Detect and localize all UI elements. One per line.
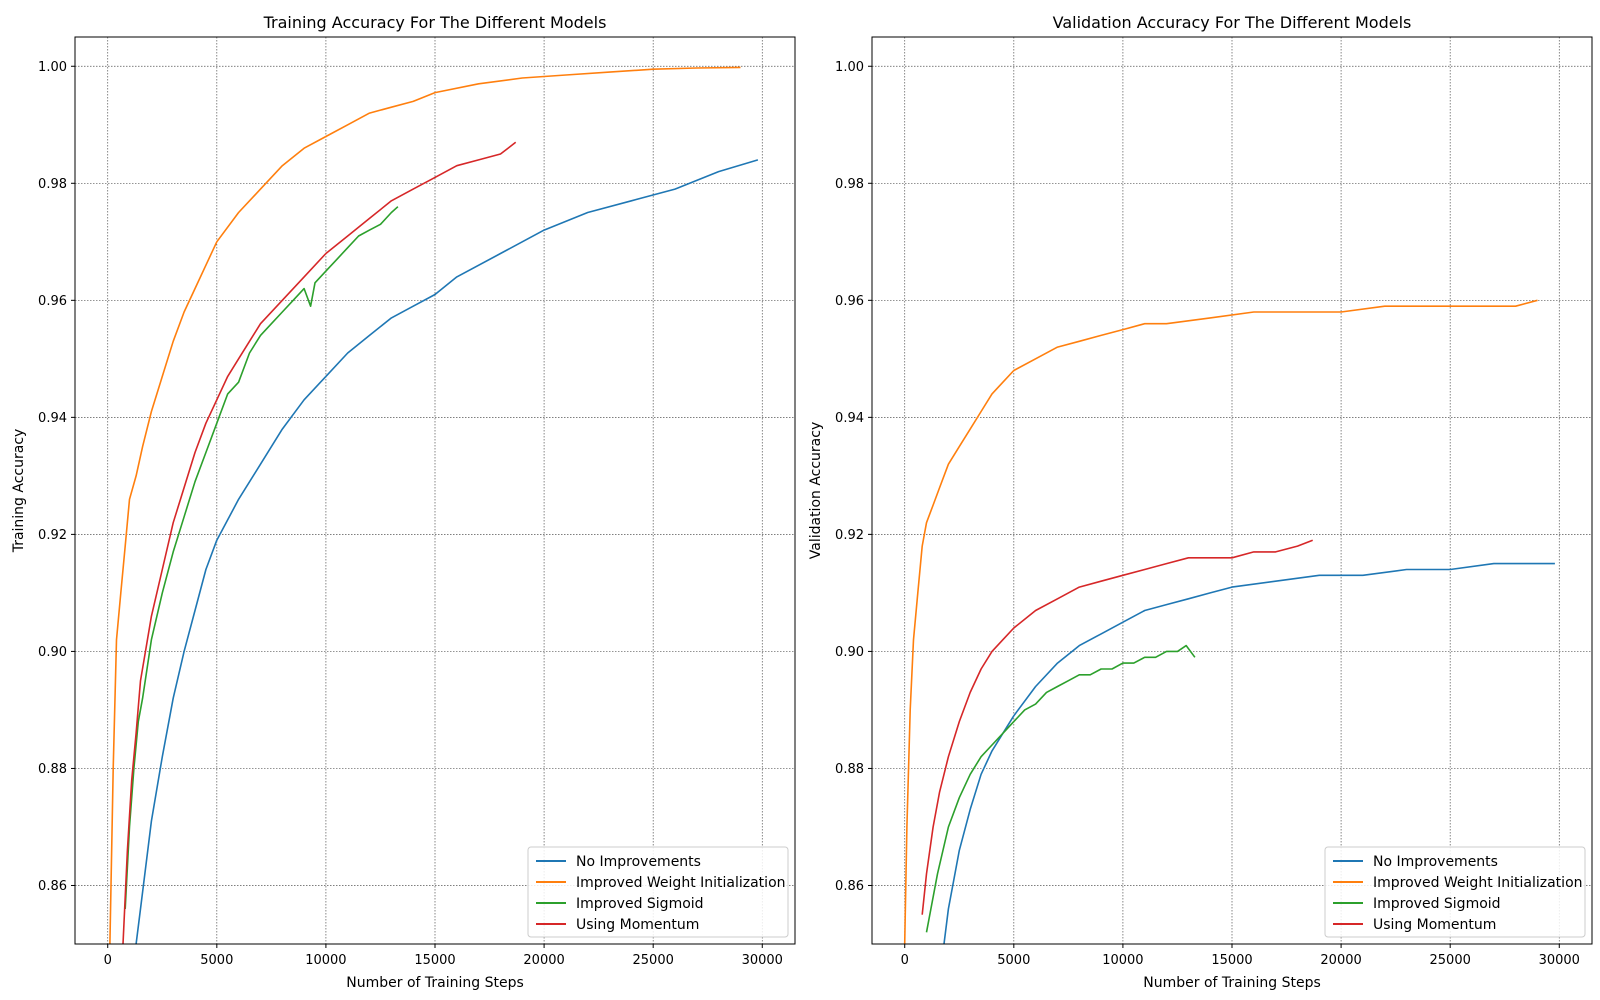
training-x-tick-label: 5000 — [200, 953, 233, 968]
training-x-tick-label: 10000 — [305, 953, 346, 968]
training-series-line-no-improvements — [135, 159, 759, 944]
validation-series-line-no-improvements — [943, 562, 1555, 944]
validation-chart-title: Validation Accuracy For The Different Mo… — [1053, 13, 1412, 32]
validation-x-tick-label: 25000 — [1430, 953, 1471, 968]
training-y-tick-label: 0.94 — [38, 411, 67, 426]
validation-legend-label: No Improvements — [1373, 854, 1498, 870]
training-y-tick-label: 0.96 — [38, 294, 67, 309]
validation-y-tick-label: 0.98 — [835, 177, 864, 192]
validation-y-tick-label: 0.94 — [835, 411, 864, 426]
training-series-line-improved-sigmoid — [124, 206, 399, 909]
validation-y-tick-label: 0.96 — [835, 294, 864, 309]
validation-x-tick-label: 15000 — [1211, 953, 1252, 968]
validation-x-axis-label: Number of Training Steps — [1143, 975, 1321, 991]
validation-y-tick-label: 0.92 — [835, 528, 864, 543]
training-grid — [75, 37, 795, 944]
training-legend-label: No Improvements — [576, 854, 701, 870]
training-legend: No Improvements Improved Weight Initializ… — [527, 846, 789, 938]
training-y-tick-label: 0.98 — [38, 177, 67, 192]
validation-legend-label: Improved Sigmoid — [1373, 896, 1501, 912]
training-y-tick-label: 0.90 — [38, 645, 67, 660]
validation-series-line-improved-sigmoid — [925, 644, 1196, 933]
training-y-tick-label: 1.00 — [38, 60, 67, 75]
training-x-axis-label: Number of Training Steps — [346, 975, 524, 991]
training-x-tick-label: 0 — [104, 953, 112, 968]
training-legend-label: Using Momentum — [576, 917, 699, 933]
training-y-tick-label: 0.88 — [38, 762, 67, 777]
validation-series-group — [903, 299, 1555, 944]
validation-x-tick-label: 5000 — [997, 953, 1030, 968]
training-ticks: 0 5000 10000 15000 20000 25000 30000 0.86 0.88 0.… — [38, 60, 783, 968]
training-x-tick-label: 30000 — [742, 953, 783, 968]
training-legend-label: Improved Sigmoid — [576, 896, 704, 912]
validation-legend: No Improvements Improved Weight Initializ… — [1324, 846, 1586, 938]
validation-y-tick-label: 0.90 — [835, 645, 864, 660]
training-y-axis-label: Training Accuracy — [11, 429, 27, 554]
validation-y-tick-label: 1.00 — [835, 60, 864, 75]
validation-y-axis-label: Validation Accuracy — [808, 422, 824, 560]
training-chart-title: Training Accuracy For The Different Mode… — [263, 13, 607, 32]
validation-legend-label: Improved Weight Initialization — [1373, 875, 1583, 891]
training-series-line-improved-weight-initialization — [109, 66, 741, 944]
training-legend-label: Improved Weight Initialization — [576, 875, 786, 891]
validation-legend-box — [1324, 846, 1586, 938]
validation-y-tick-label: 0.86 — [835, 879, 864, 894]
validation-series-line-using-momentum — [921, 539, 1313, 915]
validation-accuracy-panel: 0 5000 10000 15000 20000 25000 30000 0.86 0.88 0.… — [808, 13, 1593, 991]
training-series-line-using-momentum — [122, 141, 517, 944]
training-y-tick-label: 0.86 — [38, 879, 67, 894]
validation-x-tick-label: 20000 — [1320, 953, 1361, 968]
training-legend-box — [527, 846, 789, 938]
validation-x-tick-label: 10000 — [1102, 953, 1143, 968]
validation-y-tick-label: 0.88 — [835, 762, 864, 777]
training-accuracy-panel: 0 5000 10000 15000 20000 25000 30000 0.86 0.88 0.… — [11, 13, 796, 991]
validation-series-line-improved-weight-initialization — [903, 299, 1538, 944]
validation-x-tick-label: 30000 — [1539, 953, 1580, 968]
validation-ticks: 0 5000 10000 15000 20000 25000 30000 0.86 0.88 0.… — [835, 60, 1580, 968]
training-x-tick-label: 15000 — [414, 953, 455, 968]
training-x-tick-label: 20000 — [523, 953, 564, 968]
training-x-tick-label: 25000 — [633, 953, 674, 968]
validation-x-tick-label: 0 — [901, 953, 909, 968]
validation-legend-label: Using Momentum — [1373, 917, 1496, 933]
training-y-tick-label: 0.92 — [38, 528, 67, 543]
training-series-group — [109, 66, 759, 944]
